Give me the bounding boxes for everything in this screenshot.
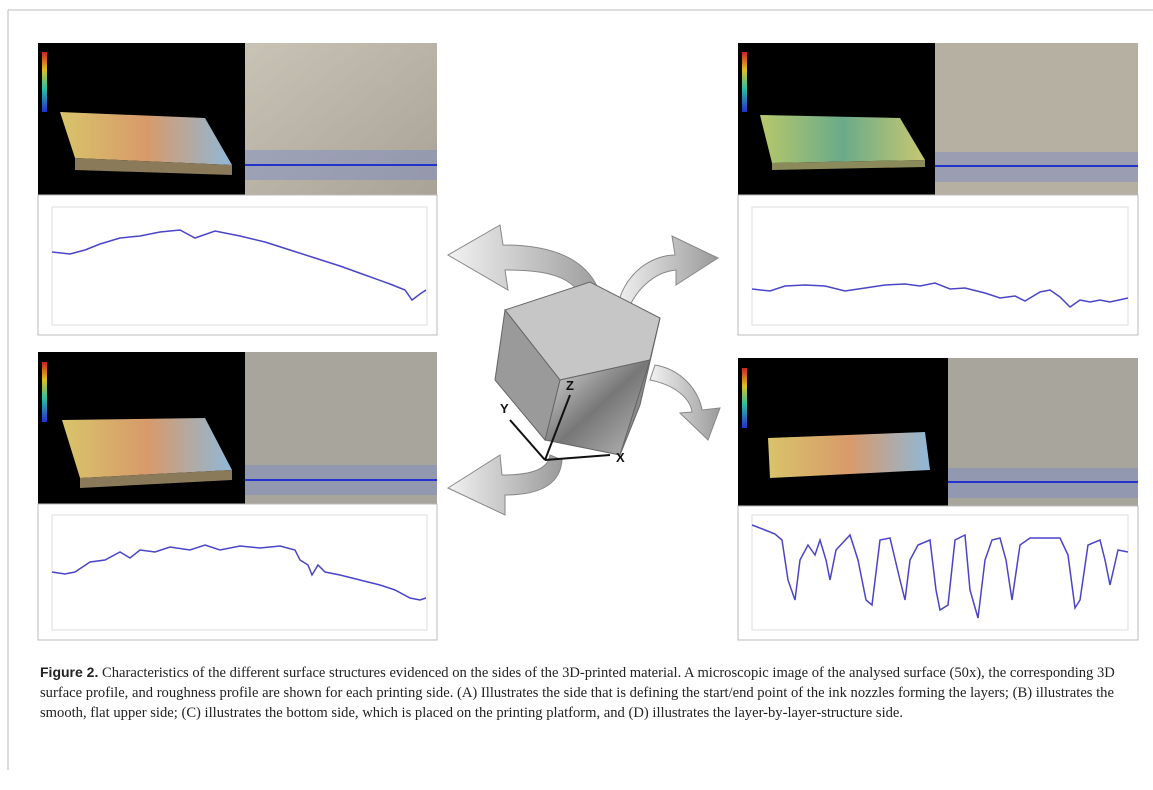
surface-edge [75, 158, 232, 175]
axis-y [509, 419, 546, 461]
caption: Figure 2. Characteristics of the differe… [40, 662, 1135, 723]
panel-letter: C [188, 357, 221, 413]
panel-d: D [737, 358, 1139, 641]
cube-left [494, 308, 561, 442]
profile-chart [737, 194, 1139, 336]
cube [494, 281, 661, 456]
panel-letter: A [180, 47, 216, 103]
axis-label-z: Z [566, 378, 574, 393]
plot-area [751, 206, 1129, 326]
panel-c: C [37, 352, 438, 641]
surface-3d [760, 115, 925, 163]
surface-edge [772, 160, 925, 170]
micrograph [245, 43, 437, 195]
panel-letter: D [887, 365, 923, 421]
caption-text: Characteristics of the different surface… [40, 665, 1115, 721]
color-scale [742, 52, 747, 112]
color-scale [42, 362, 47, 422]
plot-area [51, 206, 428, 326]
micrograph [245, 352, 437, 504]
roughness-profile [751, 282, 1129, 308]
color-scale [42, 52, 47, 112]
profile-chart [737, 505, 1139, 641]
axis-x [544, 454, 611, 461]
roughness-profile [51, 544, 427, 601]
panel-b: B [737, 43, 1139, 336]
axis-label-x: X [616, 450, 625, 465]
color-scale [742, 368, 747, 428]
micrograph [935, 43, 1138, 195]
cube-right [619, 317, 661, 456]
axis-z [544, 394, 571, 461]
roughness-profile [751, 524, 1129, 619]
roughness-profile [51, 229, 427, 302]
caption-label: Figure 2. [40, 664, 99, 680]
surface-3d [768, 432, 930, 478]
panel-letter: B [881, 47, 914, 103]
profile-chart [37, 194, 438, 336]
coordinate-axes [509, 394, 611, 461]
surface-3d [62, 418, 232, 478]
profile-chart [37, 503, 438, 641]
arrow-b [614, 235, 720, 321]
axis-label-y: Y [500, 401, 509, 416]
surface-edge [80, 470, 232, 488]
arrows [446, 224, 721, 516]
surface-3d-box [738, 358, 948, 506]
panel-a: A [37, 43, 438, 336]
arrow-d [649, 364, 721, 441]
plot-area [751, 514, 1129, 631]
surface-3d [60, 112, 232, 165]
arrow-c [446, 454, 563, 516]
